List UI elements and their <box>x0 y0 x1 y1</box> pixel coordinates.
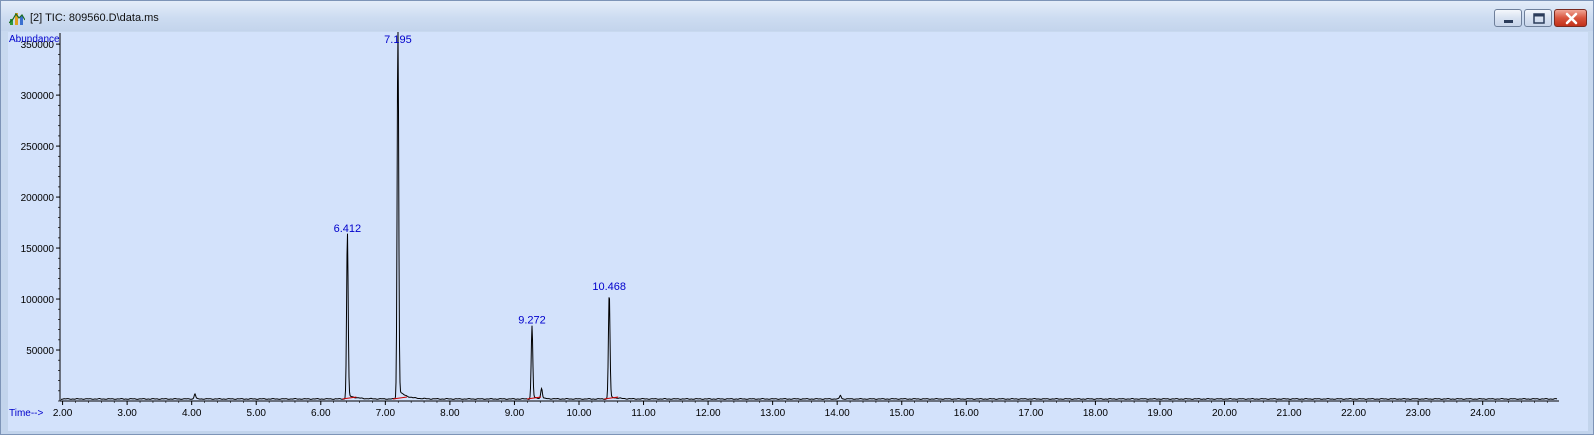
x-tick-label: 17.00 <box>1018 408 1043 419</box>
y-tick-label: 200000 <box>21 193 55 204</box>
x-tick-label: 8.00 <box>440 408 460 419</box>
x-tick-label: 19.00 <box>1147 408 1172 419</box>
x-tick-label: 18.00 <box>1083 408 1108 419</box>
title-bar[interactable]: [2] TIC: 809560.D\data.ms <box>1 1 1593 31</box>
y-tick-label: 100000 <box>21 295 55 306</box>
x-tick-label: 6.00 <box>311 408 331 419</box>
y-tick-label: 350000 <box>21 40 55 51</box>
y-axis-title: Abundance <box>9 34 60 45</box>
x-tick-label: 9.00 <box>505 408 525 419</box>
tic-chart: 50000 100000 150000 200000 250000 300000 35000… <box>9 32 1559 419</box>
x-tick-label: 3.00 <box>117 408 137 419</box>
x-tick-label: 12.00 <box>696 408 721 419</box>
x-tick-label: 24.00 <box>1470 408 1495 419</box>
y-tick-label: 300000 <box>21 91 55 102</box>
x-tick-label: 7.00 <box>376 408 396 419</box>
tic-trace <box>61 32 1558 400</box>
x-tick-label: 2.00 <box>53 408 73 419</box>
minimize-icon <box>1504 20 1513 23</box>
chromatogram-plot-area: 50000 100000 150000 200000 250000 300000 35000… <box>8 32 1588 431</box>
x-tick-label: 10.00 <box>566 408 591 419</box>
minimize-button[interactable] <box>1494 9 1522 27</box>
x-tick-label: 23.00 <box>1406 408 1431 419</box>
x-tick-label: 13.00 <box>760 408 785 419</box>
integration-baseline-mark <box>604 396 619 400</box>
maximize-icon <box>1533 13 1545 24</box>
x-tick-label: 20.00 <box>1212 408 1237 419</box>
y-tick-label: 250000 <box>21 142 55 153</box>
y-tick-label: 50000 <box>26 346 54 357</box>
y-tick-label: 150000 <box>21 244 55 255</box>
x-axis-title: Time--> <box>9 408 44 419</box>
x-tick-label: 14.00 <box>825 408 850 419</box>
x-tick-label: 16.00 <box>954 408 979 419</box>
peak-label: 9.272 <box>518 315 546 327</box>
integration-baseline-mark <box>392 396 407 400</box>
x-tick-label: 11.00 <box>631 408 656 419</box>
integration-baseline-mark <box>342 396 357 400</box>
x-tick-label: 5.00 <box>247 408 267 419</box>
close-icon <box>1565 12 1578 25</box>
window-title: [2] TIC: 809560.D\data.ms <box>30 12 159 24</box>
chromatogram-app-icon <box>9 12 25 25</box>
close-button[interactable] <box>1554 9 1587 27</box>
x-tick-label: 21.00 <box>1277 408 1302 419</box>
x-tick-label: 15.00 <box>889 408 914 419</box>
maximize-button[interactable] <box>1524 9 1552 27</box>
integration-baseline-mark <box>526 396 542 400</box>
x-tick-label: 22.00 <box>1341 408 1366 419</box>
peak-label: 6.412 <box>334 223 362 235</box>
x-tick-label: 4.00 <box>182 408 202 419</box>
peak-label: 7.195 <box>384 34 412 46</box>
peak-label: 10.468 <box>592 281 626 293</box>
